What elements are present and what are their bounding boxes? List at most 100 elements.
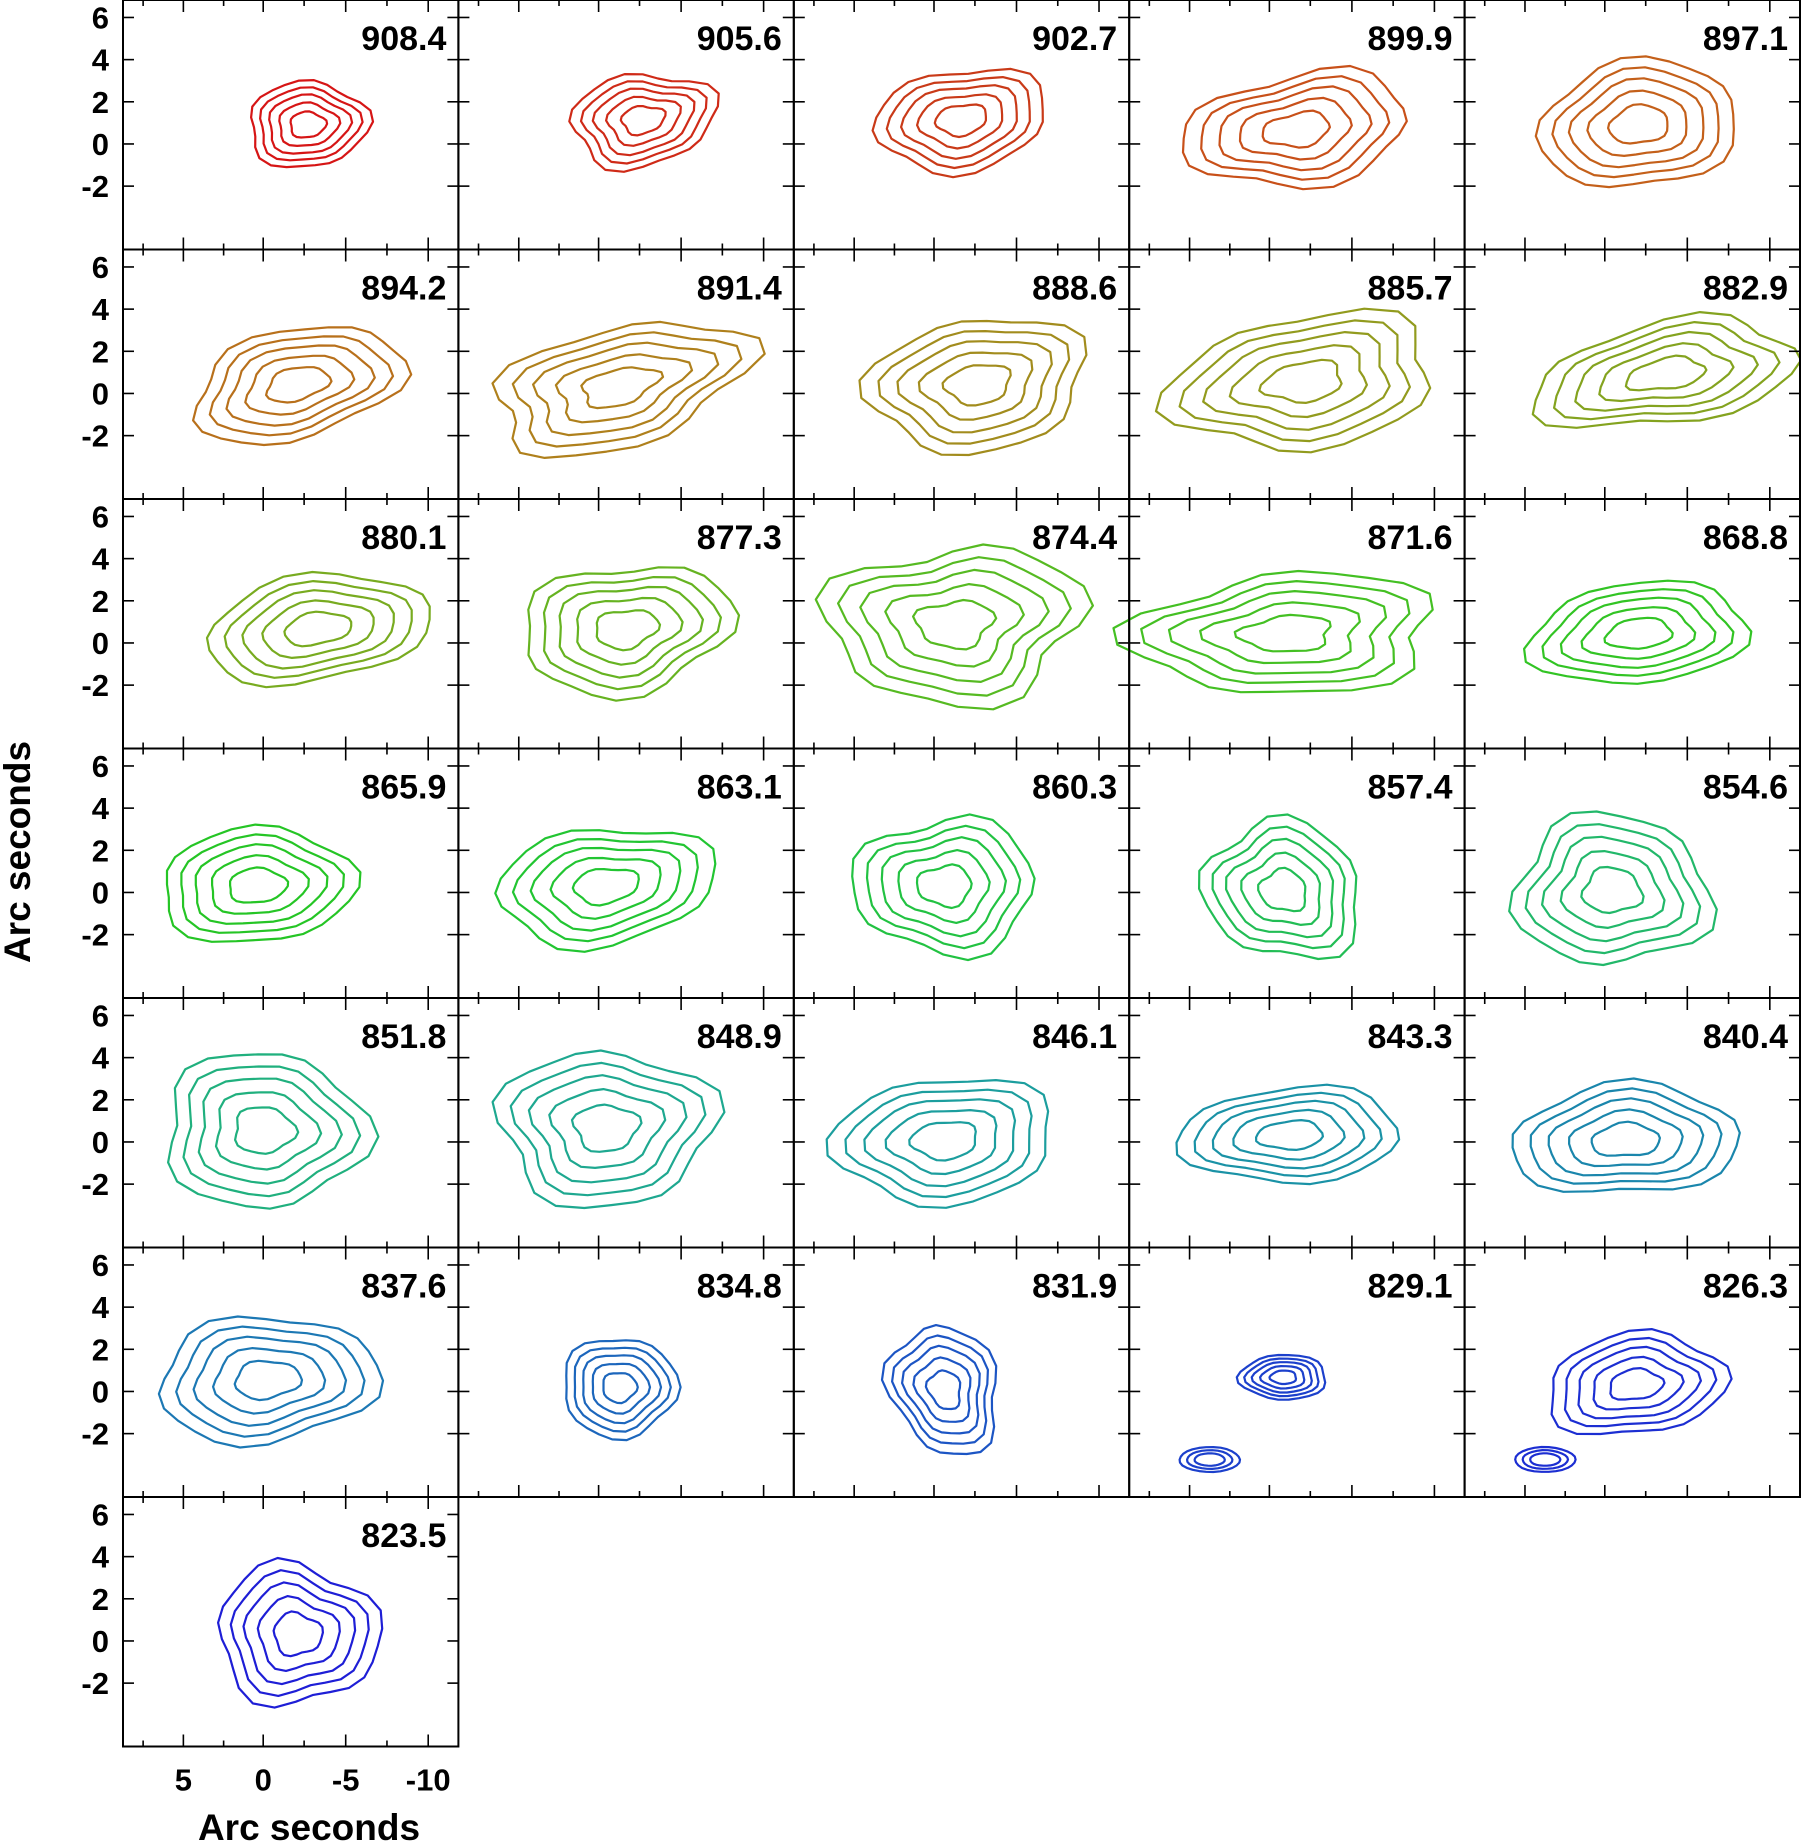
channel-panel: 894.2 6 4 2 0 -2 <box>81 248 460 500</box>
contour-line <box>941 364 1012 407</box>
contour-line <box>1574 330 1759 412</box>
contour-set <box>1511 1077 1741 1193</box>
y-tick-label: -2 <box>81 1666 109 1701</box>
contour-line <box>229 1569 370 1697</box>
contour-line <box>1140 580 1411 684</box>
contour-line <box>571 868 640 907</box>
contour-line <box>619 105 667 137</box>
contour-line <box>529 846 682 932</box>
y-tick-label: 4 <box>92 1540 110 1575</box>
channel-panel: 860.3 <box>792 747 1131 999</box>
contour-line <box>1185 1449 1234 1470</box>
x-tick-label: 5 <box>175 1763 192 1798</box>
y-tick-label: 0 <box>92 1374 109 1409</box>
channel-panel: 891.4 <box>457 248 795 500</box>
contour-line <box>223 580 413 679</box>
contour-line <box>591 87 696 157</box>
contour-line <box>234 1106 300 1155</box>
contour-line <box>900 1344 981 1435</box>
contour-line <box>180 833 345 934</box>
y-tick-label: 2 <box>92 1332 109 1367</box>
y-tick-label: 4 <box>92 1041 110 1076</box>
contour-line <box>1167 590 1388 675</box>
contour-line <box>1540 835 1685 943</box>
contour-line <box>1193 1452 1226 1467</box>
contour-line <box>1529 1452 1562 1467</box>
contour-line <box>1547 1097 1705 1177</box>
y-tick-label: 0 <box>92 376 109 411</box>
panel-velocity-label: 843.3 <box>1368 1018 1453 1056</box>
contour-set <box>1178 1353 1327 1474</box>
channel-panel: 843.3 <box>1128 997 1466 1249</box>
contour-line <box>1254 1119 1324 1151</box>
contour-line <box>241 589 395 670</box>
y-tick-label: -2 <box>81 918 109 953</box>
contour-line <box>1580 865 1645 915</box>
contour-line <box>885 76 1031 170</box>
y-tick-label: 6 <box>92 499 109 534</box>
panel-frame <box>1463 1246 1801 1498</box>
contour-line <box>1199 601 1361 665</box>
contour-set <box>494 829 717 953</box>
contour-line <box>175 1325 366 1438</box>
y-tick-label: 0 <box>92 127 109 162</box>
contour-line <box>233 1359 304 1402</box>
channel-panel: 863.1 <box>457 747 795 999</box>
channel-panel: 871.6 <box>1112 498 1466 750</box>
contour-set <box>1531 311 1801 429</box>
contour-line <box>1563 1336 1718 1428</box>
contour-line <box>278 101 342 147</box>
contour-set <box>858 319 1088 457</box>
y-tick-label: -2 <box>81 419 109 454</box>
contour-line <box>570 1103 643 1153</box>
contour-line <box>192 1335 348 1427</box>
channel-panel: 840.4 <box>1463 997 1801 1249</box>
contour-line <box>549 856 662 920</box>
contour-set <box>814 543 1094 711</box>
contour-line <box>579 80 708 165</box>
contour-line <box>1235 1353 1327 1401</box>
contour-set <box>568 73 720 173</box>
contour-line <box>1197 813 1358 961</box>
panel-velocity-label: 885.7 <box>1368 270 1453 308</box>
y-tick-label: 2 <box>92 1083 109 1118</box>
panel-velocity-label: 905.6 <box>697 20 782 58</box>
y-tick-label: 0 <box>92 1125 109 1160</box>
contour-line <box>880 836 1007 938</box>
contour-line <box>844 1088 1033 1199</box>
contour-line <box>531 341 720 437</box>
contour-line <box>1218 85 1373 172</box>
contour-set <box>1522 579 1753 685</box>
contour-line <box>1521 1449 1570 1470</box>
contour-line <box>527 566 741 702</box>
y-tick-label: -2 <box>81 1417 109 1452</box>
contour-set <box>167 1053 380 1210</box>
contour-line <box>244 354 356 416</box>
y-tick-label: 6 <box>92 0 109 35</box>
contour-line <box>1154 307 1432 454</box>
contour-line <box>554 353 694 424</box>
contour-set <box>565 1339 682 1442</box>
contour-line <box>527 1074 688 1184</box>
channel-panel: 897.1 <box>1463 0 1801 251</box>
y-axis-title: Arc seconds <box>0 741 38 963</box>
contour-line <box>1112 569 1434 694</box>
contour-line <box>1181 64 1408 191</box>
y-tick-label: -2 <box>81 169 109 204</box>
channel-panel: 865.9 6 4 2 0 -2 <box>81 747 460 999</box>
channel-panel: 877.3 <box>457 498 795 750</box>
contour-line <box>851 813 1036 962</box>
channel-panel: 905.6 <box>457 0 795 251</box>
contour-line <box>1550 1328 1733 1436</box>
contour-line <box>1250 1361 1313 1394</box>
contour-set <box>851 813 1036 962</box>
contour-line <box>1228 344 1368 419</box>
contour-line <box>1211 1099 1366 1170</box>
contour-set <box>217 1556 384 1709</box>
contour-line <box>933 103 987 139</box>
channel-panel: 854.6 <box>1463 747 1801 999</box>
channel-panel: 826.3 <box>1463 1246 1801 1498</box>
panel-velocity-label: 837.6 <box>361 1268 446 1306</box>
contour-line <box>214 1091 323 1171</box>
